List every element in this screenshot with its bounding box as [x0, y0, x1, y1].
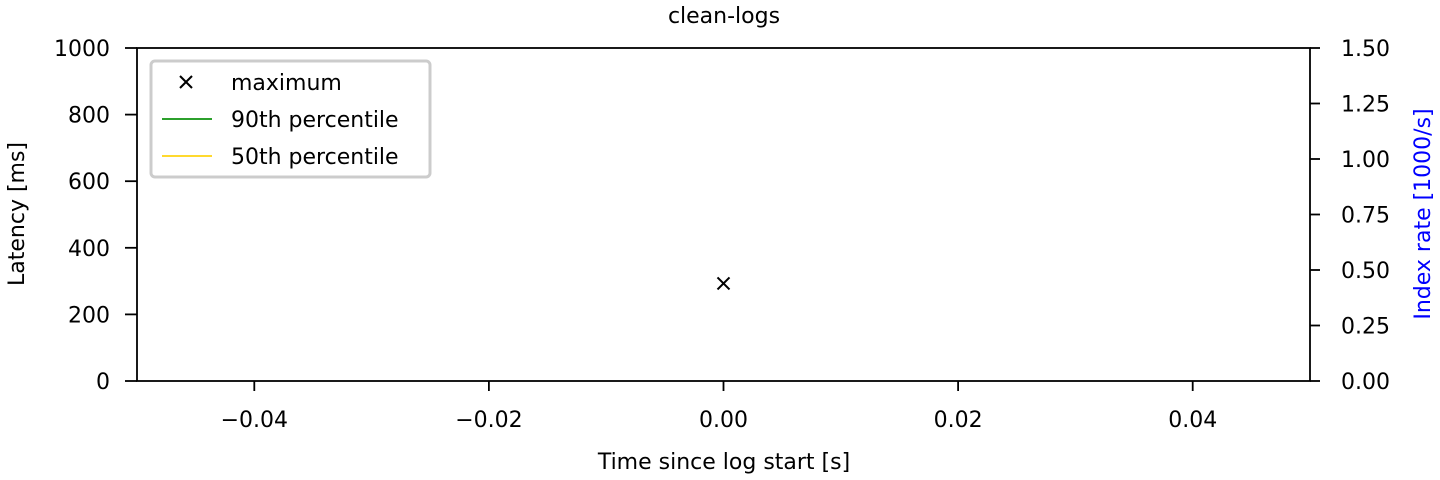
- legend-label: 50th percentile: [231, 145, 399, 170]
- data-point-maximum: [716, 276, 731, 291]
- y-tick-label: 400: [68, 237, 110, 262]
- y-tick-label: 1000: [54, 37, 110, 62]
- y2-tick-label: 0.50: [1341, 259, 1390, 284]
- legend-marker-x: [179, 75, 193, 89]
- y-tick-label: 600: [68, 170, 110, 195]
- data-marks: [716, 276, 731, 291]
- y2-tick-label: 1.50: [1341, 37, 1390, 62]
- y2-tick-label: 1.25: [1341, 93, 1390, 118]
- y-axis-left: 0 200 400 600 800 1000: [54, 37, 137, 395]
- x-tick-label: −0.02: [455, 408, 522, 433]
- y-tick-label: 800: [68, 104, 110, 129]
- x-tick-label: 0.02: [934, 408, 983, 433]
- y-axis-right: 0.00 0.25 0.50 0.75 1.00 1.25 1.50: [1310, 37, 1390, 395]
- chart-title: clean-logs: [668, 4, 780, 29]
- x-tick-label: 0.04: [1168, 408, 1217, 433]
- y-tick-label: 0: [96, 370, 110, 395]
- x-marker-stroke: [716, 276, 731, 291]
- x-axis-title: Time since log start [s]: [597, 450, 850, 475]
- y-tick-label: 200: [68, 303, 110, 328]
- legend: maximum 90th percentile 50th percentile: [149, 59, 432, 179]
- x-tick-label: −0.04: [221, 408, 288, 433]
- legend-entry: maximum: [179, 71, 342, 96]
- x-axis: −0.04 −0.02 0.00 0.02 0.04: [221, 381, 1217, 433]
- legend-entry: 50th percentile: [162, 145, 399, 170]
- y2-tick-label: 0.00: [1341, 370, 1390, 395]
- y2-tick-label: 0.25: [1341, 315, 1390, 340]
- y2-axis-title: Index rate [1000/s]: [1411, 108, 1436, 319]
- legend-box: [149, 59, 432, 179]
- y-axis-title: Latency [ms]: [5, 142, 30, 286]
- legend-entry: 90th percentile: [162, 108, 399, 133]
- legend-label: maximum: [231, 71, 342, 96]
- y2-tick-label: 1.00: [1341, 148, 1390, 173]
- x-tick-label: 0.00: [699, 408, 748, 433]
- y2-tick-label: 0.75: [1341, 204, 1390, 229]
- legend-label: 90th percentile: [231, 108, 399, 133]
